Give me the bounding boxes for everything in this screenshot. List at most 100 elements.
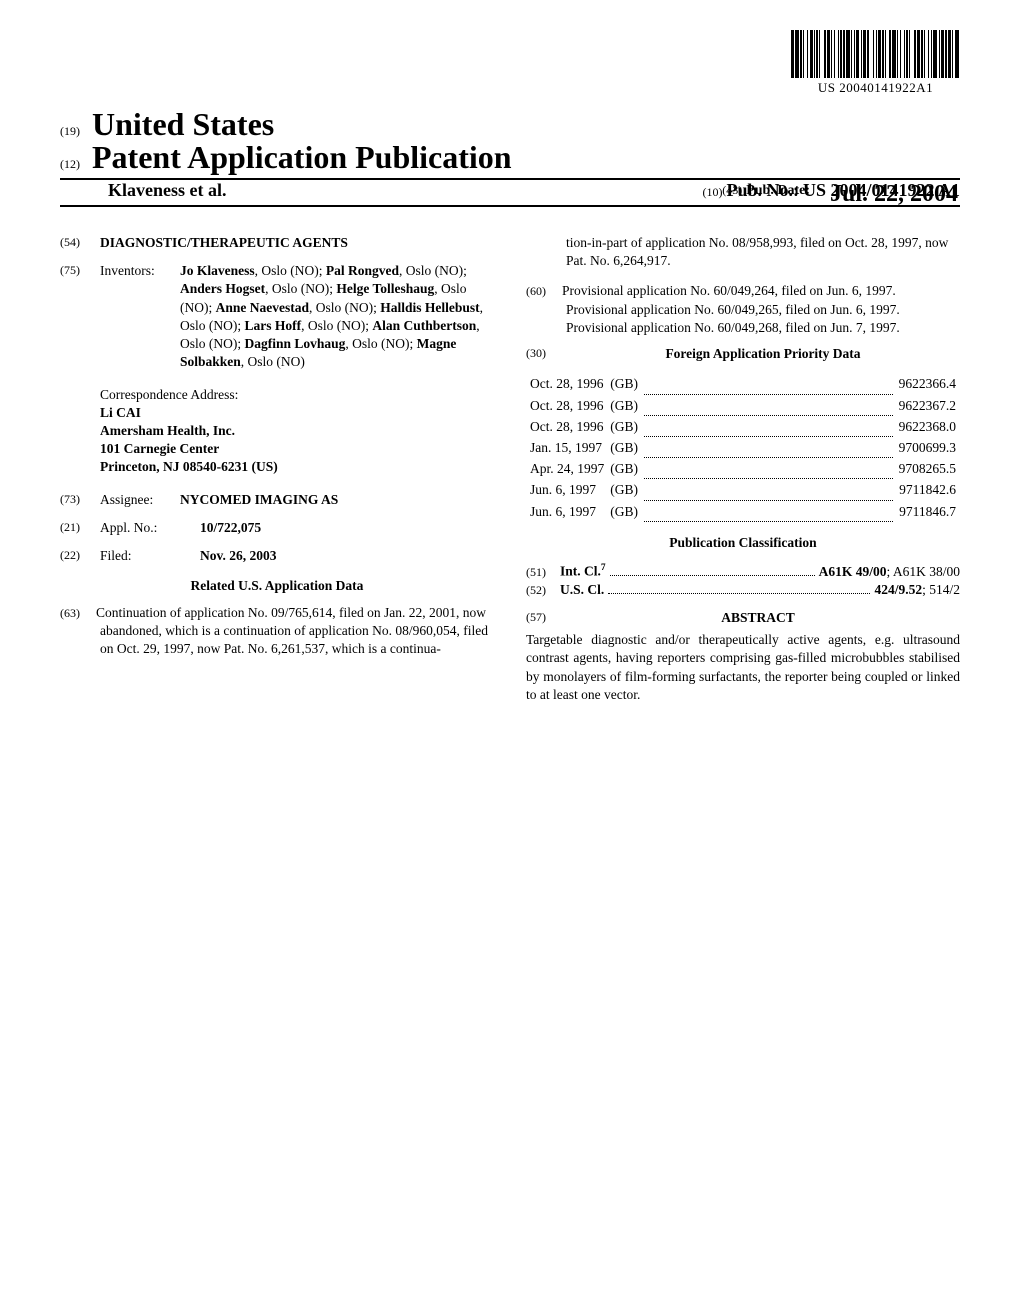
pub-date-label: Pub. Date: [746, 183, 810, 198]
country-name: United States [92, 106, 274, 143]
priority-number: 9622367.2 [897, 397, 958, 416]
authors-etal: Klaveness et al. [108, 180, 227, 201]
int-cl-label: Int. Cl.7 [560, 562, 606, 581]
field-num-21: (21) [60, 519, 90, 535]
correspondence-line-3: Princeton, NJ 08540-6231 (US) [100, 458, 494, 476]
correspondence-label: Correspondence Address: [100, 386, 494, 404]
correspondence-line-0: Li CAI [100, 404, 494, 422]
foreign-heading: Foreign Application Priority Data [566, 345, 960, 363]
abstract-label: ABSTRACT [556, 609, 960, 627]
right-column: tion-in-part of application No. 08/958,9… [526, 234, 960, 704]
applno-label: Appl. No.: [100, 519, 170, 537]
assignee-label: Assignee: [100, 491, 170, 509]
priority-date: Jun. 6, 1997 [528, 481, 606, 500]
priority-number: 9711846.7 [897, 503, 958, 522]
priority-row: Apr. 24, 1997(GB) 9708265.5 [528, 460, 958, 479]
us-cl-value-bold: 424/9.52 [874, 581, 922, 599]
us-cl-row: (52) U.S. Cl. 424/9.52; 514/2 [526, 581, 960, 599]
title-row: (54) DIAGNOSTIC/THERAPEUTIC AGENTS [60, 234, 494, 252]
int-cl-value-rest: ; A61K 38/00 [886, 563, 960, 581]
priority-row: Oct. 28, 1996(GB) 9622368.0 [528, 418, 958, 437]
field-num-54: (54) [60, 234, 90, 250]
inventors-list: Jo Klaveness, Oslo (NO); Pal Rongved, Os… [180, 262, 494, 371]
filed-row: (22) Filed: Nov. 26, 2003 [60, 547, 494, 565]
priority-date: Jan. 15, 1997 [528, 439, 606, 458]
priority-country: (GB) [608, 460, 640, 479]
barcode [791, 30, 960, 78]
inventors-label: Inventors: [100, 262, 170, 280]
us-cl-label: U.S. Cl. [560, 581, 604, 599]
priority-country: (GB) [608, 503, 640, 522]
dotted-leader [608, 593, 870, 594]
int-cl-row: (51) Int. Cl.7 A61K 49/00; A61K 38/00 [526, 562, 960, 581]
invention-title: DIAGNOSTIC/THERAPEUTIC AGENTS [100, 234, 348, 252]
field-num-63: (63) [60, 605, 96, 621]
applno-row: (21) Appl. No.: 10/722,075 [60, 519, 494, 537]
priority-date: Oct. 28, 1996 [528, 375, 606, 394]
priority-row: Jun. 6, 1997(GB) 9711846.7 [528, 503, 958, 522]
related-60-text: Provisional application No. 60/049,264, … [562, 283, 900, 334]
dotted-leader [644, 460, 893, 479]
publication-type: Patent Application Publication [92, 139, 512, 176]
applno-value: 10/722,075 [200, 519, 261, 537]
priority-country: (GB) [608, 418, 640, 437]
foreign-heading-row: (30) Foreign Application Priority Data [526, 345, 960, 363]
priority-country: (GB) [608, 397, 640, 416]
dotted-leader [610, 575, 815, 576]
related-60: (60)Provisional application No. 60/049,2… [526, 282, 960, 337]
priority-date: Oct. 28, 1996 [528, 418, 606, 437]
priority-row: Oct. 28, 1996(GB) 9622367.2 [528, 397, 958, 416]
priority-number: 9700699.3 [897, 439, 958, 458]
priority-country: (GB) [608, 481, 640, 500]
correspondence-line-2: 101 Carnegie Center [100, 440, 494, 458]
priority-row: Oct. 28, 1996(GB) 9622366.4 [528, 375, 958, 394]
priority-row: Jun. 6, 1997(GB) 9711842.6 [528, 481, 958, 500]
field-num-30: (30) [526, 345, 556, 361]
priority-number: 9622368.0 [897, 418, 958, 437]
priority-number: 9622366.4 [897, 375, 958, 394]
field-num-75: (75) [60, 262, 90, 278]
barcode-region: US 20040141922A1 [60, 30, 960, 96]
assignee-value: NYCOMED IMAGING AS [180, 491, 338, 509]
dotted-leader [644, 481, 893, 500]
field-num-43: (43) [722, 183, 742, 197]
barcode-number: US 20040141922A1 [791, 80, 960, 96]
field-num-57: (57) [526, 609, 546, 627]
field-num-52: (52) [526, 582, 560, 598]
dotted-leader [644, 397, 893, 416]
field-num-19: (19) [60, 124, 80, 139]
priority-row: Jan. 15, 1997(GB) 9700699.3 [528, 439, 958, 458]
priority-date: Apr. 24, 1997 [528, 460, 606, 479]
related-63: (63)Continuation of application No. 09/7… [60, 604, 494, 659]
pub-date-value: Jul. 22, 2004 [830, 181, 958, 208]
field-num-60: (60) [526, 283, 562, 299]
abstract-heading: (57) ABSTRACT [526, 609, 960, 627]
inventors-row: (75) Inventors: Jo Klaveness, Oslo (NO);… [60, 262, 494, 371]
dotted-leader [644, 503, 893, 522]
related-63-cont: tion-in-part of application No. 08/958,9… [526, 234, 960, 270]
priority-date: Jun. 6, 1997 [528, 503, 606, 522]
field-num-22: (22) [60, 547, 90, 563]
assignee-row: (73) Assignee: NYCOMED IMAGING AS [60, 491, 494, 509]
dotted-leader [644, 418, 893, 437]
filed-label: Filed: [100, 547, 170, 565]
field-num-10: (10) [702, 185, 722, 199]
priority-number: 9708265.5 [897, 460, 958, 479]
left-column: (54) DIAGNOSTIC/THERAPEUTIC AGENTS (75) … [60, 234, 494, 704]
related-63-text-right: tion-in-part of application No. 08/958,9… [566, 235, 948, 268]
related-63-text-left: Continuation of application No. 09/765,6… [96, 605, 488, 656]
filed-value: Nov. 26, 2003 [200, 547, 277, 565]
abstract-text: Targetable diagnostic and/or therapeutic… [526, 631, 960, 704]
int-cl-value-bold: A61K 49/00 [819, 563, 887, 581]
priority-number: 9711842.6 [897, 481, 958, 500]
priority-country: (GB) [608, 439, 640, 458]
body-columns: (54) DIAGNOSTIC/THERAPEUTIC AGENTS (75) … [60, 234, 960, 704]
pub-class-heading: Publication Classification [526, 534, 960, 552]
priority-table: Oct. 28, 1996(GB) 9622366.4Oct. 28, 1996… [526, 373, 960, 524]
correspondence-block: Correspondence Address: Li CAI Amersham … [100, 386, 494, 477]
dotted-leader [644, 439, 893, 458]
priority-date: Oct. 28, 1996 [528, 397, 606, 416]
related-heading: Related U.S. Application Data [60, 577, 494, 595]
publication-header: (12) Patent Application Publication [60, 139, 960, 180]
us-cl-value-rest: ; 514/2 [922, 581, 960, 599]
